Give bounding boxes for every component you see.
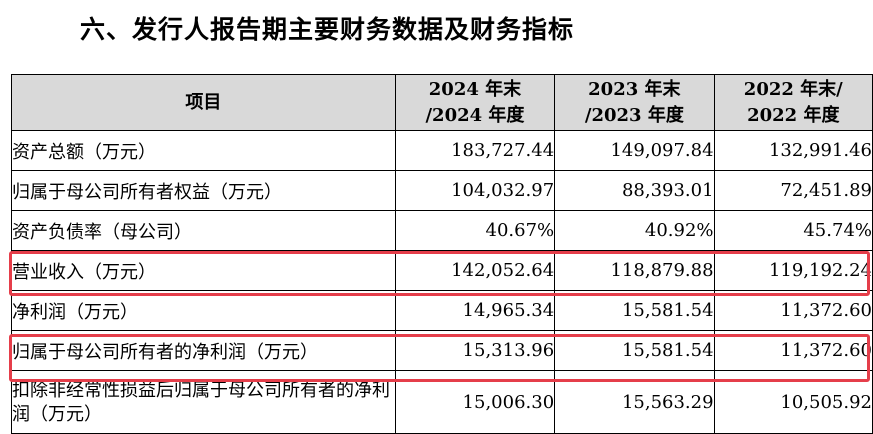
cell-2024: 104,032.97 [394, 170, 556, 211]
cell-2023: 15,563.29 [554, 370, 715, 434]
cell-2023: 40.92% [554, 210, 715, 251]
cell-2024: 15,313.96 [394, 330, 556, 371]
cell-2024: 183,727.44 [394, 130, 556, 171]
header-2024-line2: /2024 年度 [425, 104, 525, 126]
row-label: 净利润（万元） [11, 290, 396, 331]
table-row: 营业收入（万元） 142,052.64 118,879.88 119,192.2… [11, 250, 873, 291]
header-2023-line1: 2023 年末 [588, 78, 681, 100]
cell-2024: 40.67% [394, 210, 556, 251]
header-2024-line1: 2024 年末 [428, 78, 522, 100]
row-label: 扣除非经常性损益后归属于母公司所有者的净利润（万元） [11, 370, 396, 434]
header-2023: 2023 年末 /2023 年度 [554, 74, 715, 131]
cell-2024: 15,006.30 [394, 370, 556, 434]
header-2022: 2022 年末/ 2022 年度 [713, 74, 873, 131]
row-label: 归属于母公司所有者的净利润（万元） [11, 330, 396, 371]
table-row: 资产负债率（母公司） 40.67% 40.92% 45.74% [11, 210, 873, 251]
header-item: 项目 [11, 74, 396, 131]
header-2024: 2024 年末 /2024 年度 [394, 74, 556, 131]
cell-2024: 142,052.64 [394, 250, 556, 291]
header-2022-line2: 2022 年度 [747, 104, 840, 126]
table-row: 扣除非经常性损益后归属于母公司所有者的净利润（万元） 15,006.30 15,… [11, 370, 873, 434]
row-label: 营业收入（万元） [11, 250, 396, 291]
cell-2023: 15,581.54 [554, 330, 715, 371]
cell-2022: 72,451.89 [713, 170, 873, 211]
row-label: 归属于母公司所有者权益（万元） [11, 170, 396, 211]
cell-2023: 149,097.84 [554, 130, 715, 171]
table-header-row: 项目 2024 年末 /2024 年度 2023 年末 /2023 年度 202… [11, 74, 873, 131]
table-row: 资产总额（万元） 183,727.44 149,097.84 132,991.4… [11, 130, 873, 171]
table-row: 归属于母公司所有者权益（万元） 104,032.97 88,393.01 72,… [11, 170, 873, 211]
header-2022-line1: 2022 年末/ [743, 78, 843, 100]
financial-data-table: 项目 2024 年末 /2024 年度 2023 年末 /2023 年度 202… [11, 74, 873, 434]
table-row: 归属于母公司所有者的净利润（万元） 15,313.96 15,581.54 11… [11, 330, 873, 371]
table-row: 净利润（万元） 14,965.34 15,581.54 11,372.60 [11, 290, 873, 331]
cell-2022: 45.74% [713, 210, 873, 251]
cell-2023: 118,879.88 [554, 250, 715, 291]
cell-2023: 15,581.54 [554, 290, 715, 331]
cell-2023: 88,393.01 [554, 170, 715, 211]
page-title: 六、发行人报告期主要财务数据及财务指标 [80, 15, 575, 44]
cell-2022: 119,192.24 [713, 250, 873, 291]
row-label: 资产负债率（母公司） [11, 210, 396, 251]
row-label: 资产总额（万元） [11, 130, 396, 171]
cell-2022: 132,991.46 [713, 130, 873, 171]
cell-2022: 11,372.60 [713, 290, 873, 331]
cell-2024: 14,965.34 [394, 290, 556, 331]
cell-2022: 11,372.60 [713, 330, 873, 371]
header-2023-line2: /2023 年度 [584, 104, 684, 126]
cell-2022: 10,505.92 [713, 370, 873, 434]
